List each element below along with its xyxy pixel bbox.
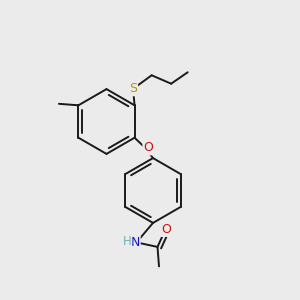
Text: S: S <box>129 82 137 95</box>
Text: H: H <box>122 235 131 248</box>
Text: N: N <box>130 236 140 249</box>
Text: O: O <box>143 141 153 154</box>
Text: O: O <box>161 223 171 236</box>
